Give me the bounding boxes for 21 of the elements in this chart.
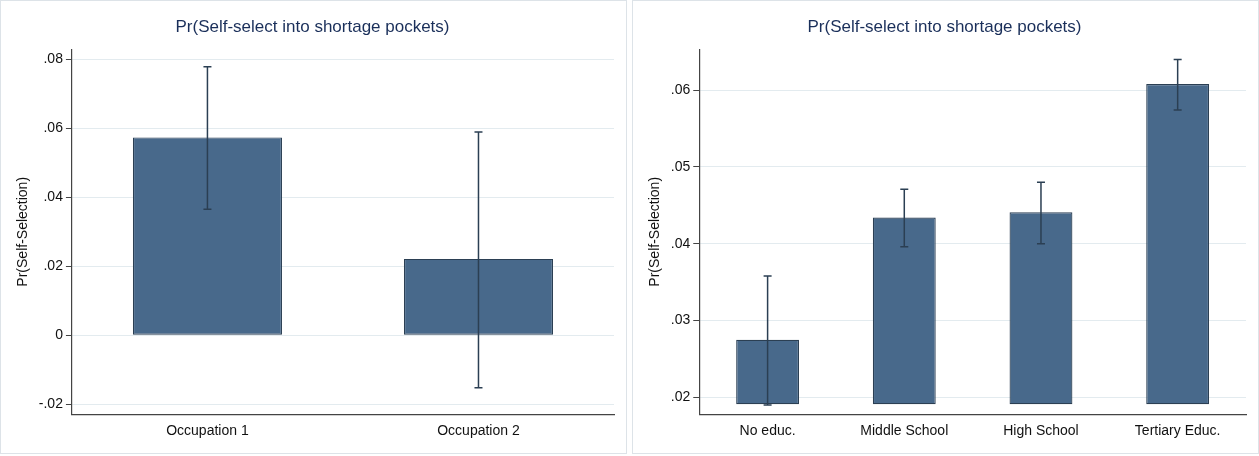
x-tick-label: Tertiary Educ.: [1134, 422, 1221, 439]
y-tick-label: 0: [55, 326, 64, 343]
chart-title: Pr(Self-select into shortage pockets): [175, 16, 450, 36]
x-tick-label: Middle School: [860, 422, 949, 439]
y-tick-label: .06: [670, 80, 691, 97]
y-tick-label: .02: [670, 388, 691, 405]
x-tick-label: High School: [1003, 422, 1079, 439]
x-tick-label: Occupation 1: [166, 422, 249, 439]
chart-title: Pr(Self-select into shortage pockets): [807, 16, 1082, 36]
y-axis-title: Pr(Self-Selection): [646, 176, 663, 287]
x-tick-label: Occupation 2: [437, 422, 520, 439]
y-tick-label: .05: [670, 157, 691, 174]
y-tick-label: .03: [670, 311, 691, 328]
y-tick-label: .04: [670, 234, 691, 251]
y-tick-label: -.02: [38, 395, 64, 412]
y-tick-label: .04: [43, 187, 64, 204]
y-tick-label: .06: [43, 118, 64, 135]
y-tick-label: .08: [43, 49, 64, 66]
y-tick-label: .02: [43, 257, 64, 273]
y-axis-title: Pr(Self-Selection): [14, 176, 31, 287]
x-tick-label: No educ.: [739, 422, 796, 439]
